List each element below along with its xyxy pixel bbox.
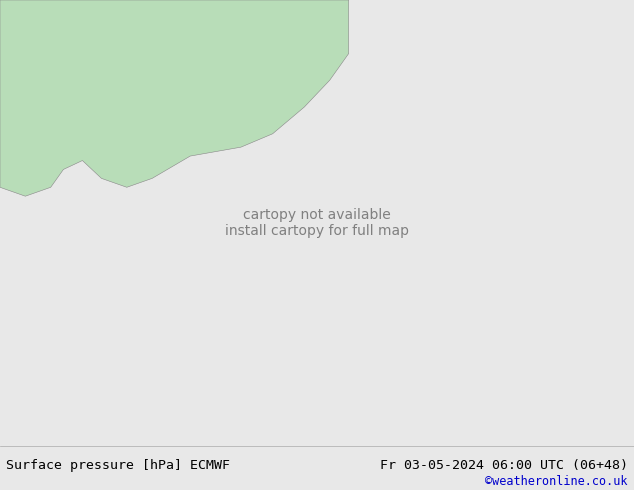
Text: Fr 03-05-2024 06:00 UTC (06+48): Fr 03-05-2024 06:00 UTC (06+48) — [380, 459, 628, 472]
Polygon shape — [0, 0, 349, 196]
Text: cartopy not available
install cartopy for full map: cartopy not available install cartopy fo… — [225, 208, 409, 238]
Text: Surface pressure [hPa] ECMWF: Surface pressure [hPa] ECMWF — [6, 459, 230, 472]
Text: ©weatheronline.co.uk: ©weatheronline.co.uk — [485, 475, 628, 488]
